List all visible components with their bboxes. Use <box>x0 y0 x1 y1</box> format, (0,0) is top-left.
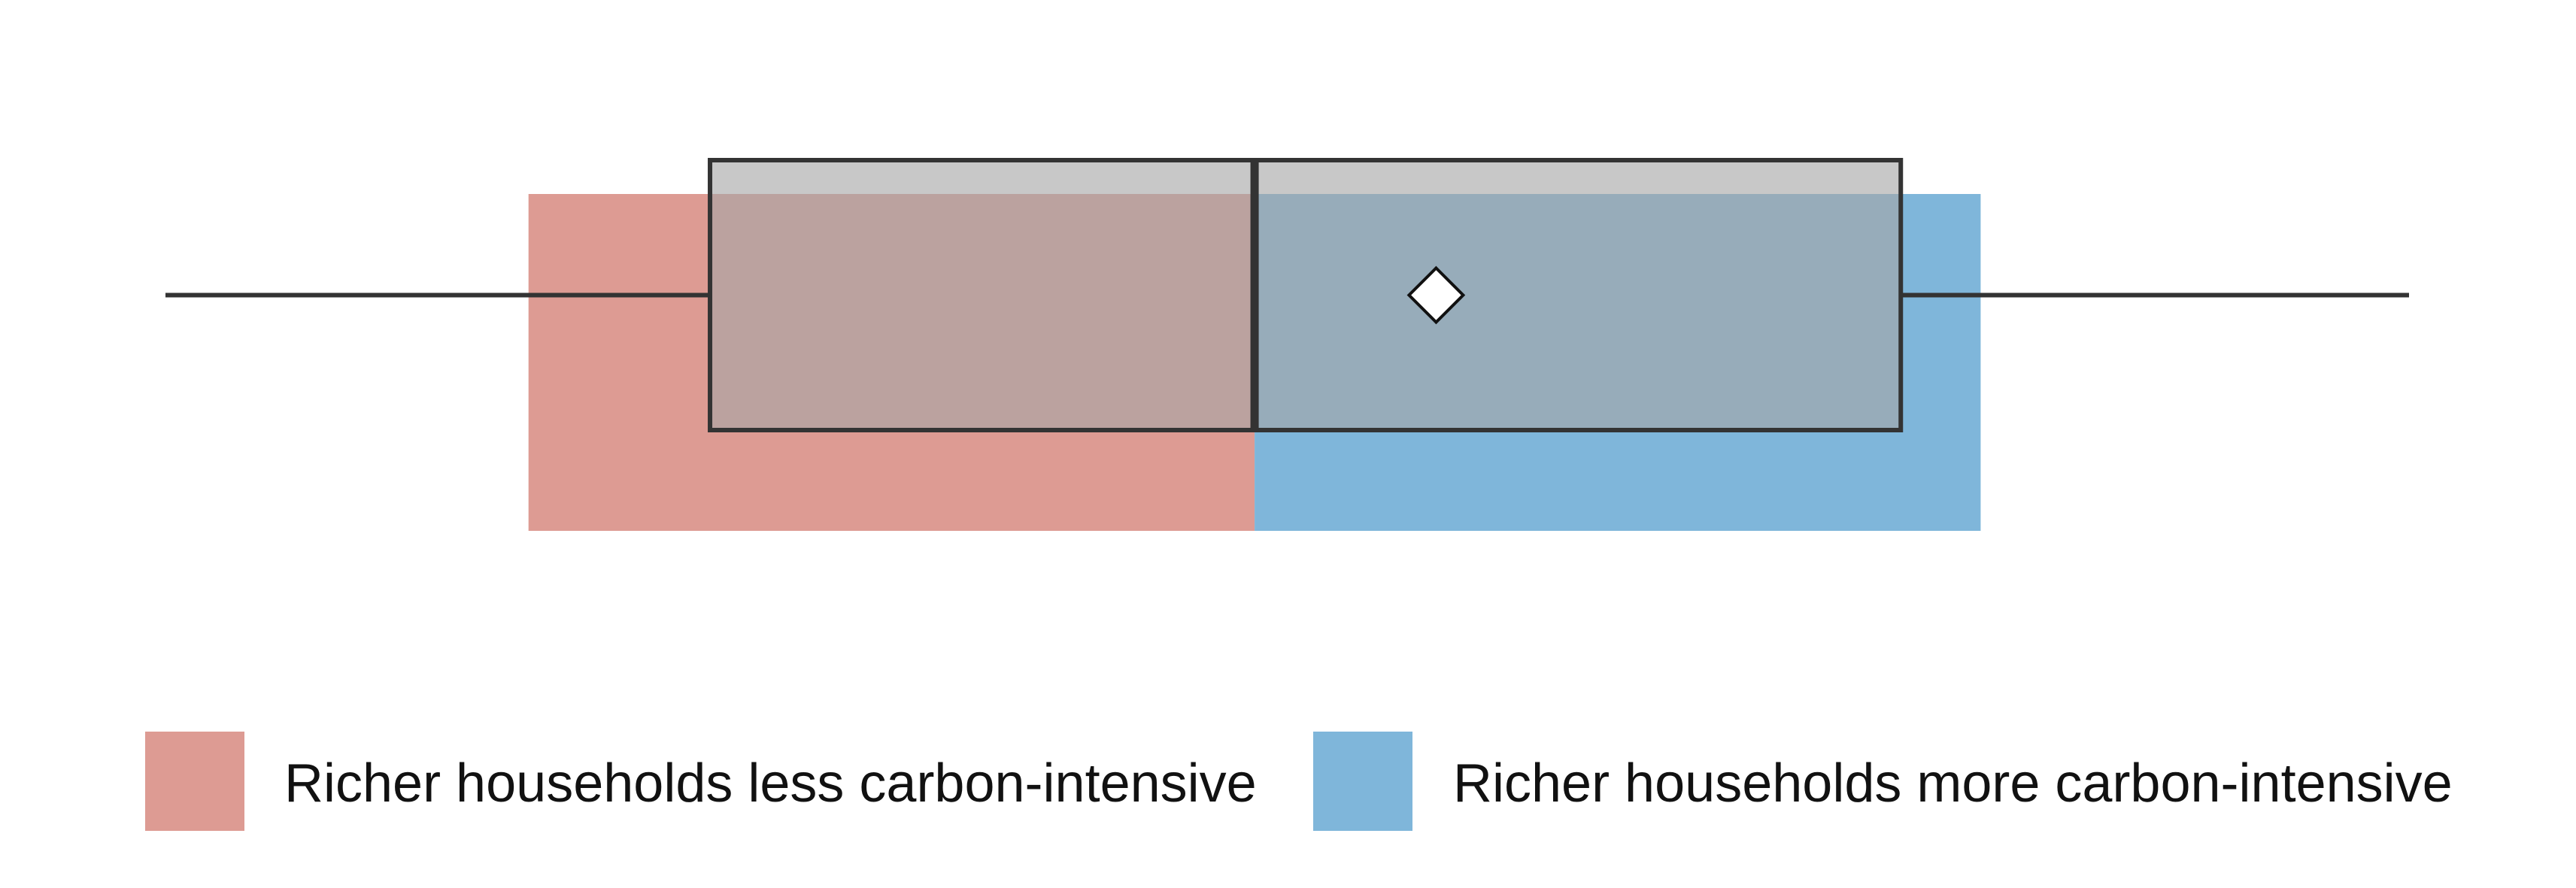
legend-label-more-carbon: Richer households more carbon-intensive <box>1453 753 2453 814</box>
mean-marker <box>1406 265 1466 325</box>
legend-label-less-carbon: Richer households less carbon-intensive <box>284 753 1257 814</box>
plot-area <box>165 158 2409 531</box>
legend-swatch-less-carbon <box>145 732 244 831</box>
iqr-box <box>708 158 1904 432</box>
legend-swatch-more-carbon <box>1313 732 1412 831</box>
legend: Richer households less carbon-intensive … <box>145 732 2453 831</box>
